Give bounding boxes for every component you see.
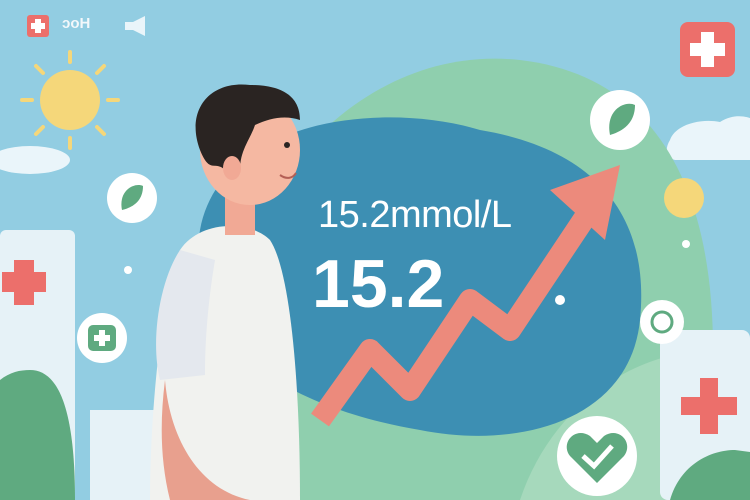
cloud [0, 146, 70, 174]
blob [197, 117, 642, 436]
plus-icon [77, 313, 127, 363]
hospital-building [660, 330, 750, 500]
cloud [666, 116, 750, 160]
leaf-icon [107, 173, 157, 223]
pill-icon [640, 300, 684, 344]
medical-cross-icon [680, 22, 735, 77]
glucose-value: 15.2 [312, 246, 445, 322]
trend-arrow [311, 165, 620, 427]
corner-label: ɔoH [62, 15, 91, 32]
megaphone-icon [125, 16, 145, 36]
leaf-icon [590, 90, 650, 150]
heart-check-icon [557, 416, 637, 496]
glucose-unit-reading: 15.2mmol/L [318, 194, 512, 236]
person [150, 84, 300, 500]
medical-cross-icon [27, 15, 49, 37]
dot [664, 178, 704, 218]
sun-icon [20, 50, 120, 150]
